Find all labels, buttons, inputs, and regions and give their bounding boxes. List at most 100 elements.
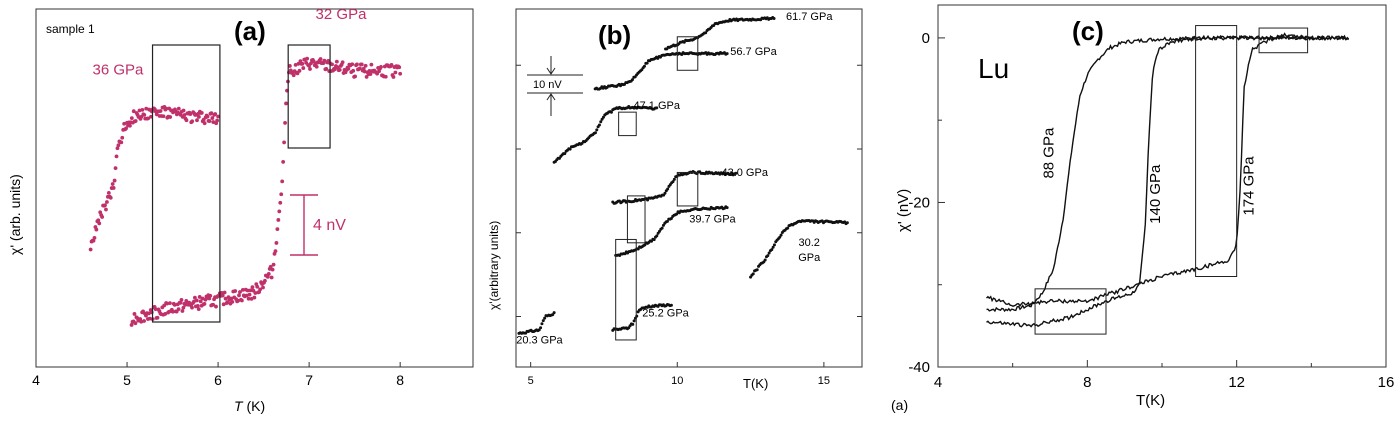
- data-point: [645, 61, 649, 65]
- data-point: [269, 275, 274, 280]
- highlight-box: [287, 44, 331, 149]
- series-line-174-gpa: [986, 32, 1350, 308]
- series-label-20-3-gpa: 20.3 GPa: [516, 334, 563, 346]
- data-point: [284, 101, 288, 106]
- data-point: [172, 302, 177, 307]
- data-point: [91, 238, 96, 243]
- data-point: [178, 300, 183, 305]
- panel-c-corner-label: (a): [891, 397, 908, 413]
- data-point: [652, 238, 656, 242]
- data-point: [247, 292, 252, 297]
- data-point: [210, 116, 215, 120]
- data-point: [110, 182, 115, 186]
- data-point: [363, 63, 368, 68]
- data-point: [367, 68, 372, 73]
- data-point: [100, 215, 105, 219]
- series-label-36-gpa: 36 GPa: [93, 61, 145, 78]
- data-point: [120, 135, 125, 140]
- data-point: [725, 52, 729, 56]
- data-point: [202, 301, 207, 306]
- data-point: [291, 73, 296, 78]
- data-point: [398, 71, 403, 76]
- data-point: [595, 128, 599, 132]
- series-line-140-gpa: [986, 34, 1350, 328]
- data-point: [346, 66, 351, 71]
- data-point: [220, 293, 225, 298]
- series-label-25-2-gpa: 25.2 GPa: [642, 308, 689, 320]
- data-point: [766, 254, 770, 258]
- series-label-174-gpa: 174 GPa: [1240, 156, 1257, 216]
- data-point: [205, 114, 210, 119]
- data-point: [725, 206, 729, 210]
- data-point: [772, 243, 776, 247]
- data-point: [182, 113, 187, 117]
- data-point: [116, 143, 121, 148]
- arrow-head-up-icon: [546, 93, 556, 101]
- data-point: [270, 267, 275, 272]
- highlight-box: [618, 111, 637, 137]
- data-point: [779, 233, 783, 237]
- data-point: [223, 296, 228, 301]
- data-point: [786, 226, 790, 230]
- data-point: [772, 16, 776, 20]
- data-point: [176, 106, 181, 111]
- data-point: [368, 72, 373, 77]
- data-point: [282, 140, 287, 145]
- data-point: [147, 316, 152, 321]
- data-point: [104, 207, 108, 212]
- data-point: [273, 249, 278, 254]
- data-point: [253, 291, 258, 295]
- data-point: [391, 75, 396, 79]
- data-point: [137, 108, 142, 113]
- panel-b-frame: [515, 8, 863, 368]
- data-point: [665, 219, 669, 223]
- data-point: [211, 120, 216, 124]
- data-point: [261, 285, 265, 290]
- data-point: [314, 64, 319, 69]
- data-point: [255, 284, 260, 289]
- series-line-88-gpa: [986, 34, 1349, 313]
- data-point: [240, 298, 244, 303]
- data-point: [340, 60, 345, 65]
- highlight-box: [676, 36, 699, 71]
- data-point: [552, 311, 556, 315]
- y-tick-label: 0: [922, 30, 930, 47]
- series-label-39-7-gpa: 39.7 GPa: [689, 214, 736, 226]
- series-label-47-1-gpa: 47.1 GPa: [634, 100, 681, 112]
- data-point: [237, 293, 241, 298]
- data-point: [281, 160, 286, 164]
- data-point: [142, 319, 146, 323]
- highlight-box: [615, 238, 637, 341]
- series-label-30-2-gpa-unit: GPa: [798, 252, 821, 264]
- data-point: [537, 328, 541, 332]
- series-label-43-0-gpa: 43.0 GPa: [721, 167, 768, 179]
- data-point: [200, 296, 205, 301]
- panel-a-xlabel: T (K): [234, 398, 265, 414]
- panel-a: sample 1 (a) χ' (arb. units) T (K) 4 5 6 7 8…: [7, 6, 474, 414]
- data-point: [265, 274, 270, 279]
- data-point: [657, 229, 661, 233]
- highlight-box: [151, 44, 221, 323]
- data-point: [318, 57, 323, 61]
- x-tick-label: 8: [396, 372, 404, 388]
- data-point: [593, 131, 597, 135]
- panel-c-annotation: Lu: [978, 53, 1009, 84]
- data-point: [734, 171, 738, 175]
- x-tick-label: 12: [1228, 374, 1245, 391]
- data-point: [324, 66, 329, 71]
- data-point: [277, 209, 282, 214]
- data-point: [597, 123, 601, 127]
- data-point: [330, 62, 334, 67]
- data-point: [211, 302, 216, 307]
- data-point: [393, 70, 398, 75]
- data-point: [771, 245, 775, 249]
- panel-a-scale-bar: 4 nV: [290, 194, 346, 256]
- data-point: [293, 62, 298, 67]
- data-point: [337, 67, 342, 72]
- data-point: [361, 66, 366, 71]
- data-point: [238, 290, 242, 294]
- data-point: [88, 247, 93, 252]
- data-point: [655, 234, 659, 238]
